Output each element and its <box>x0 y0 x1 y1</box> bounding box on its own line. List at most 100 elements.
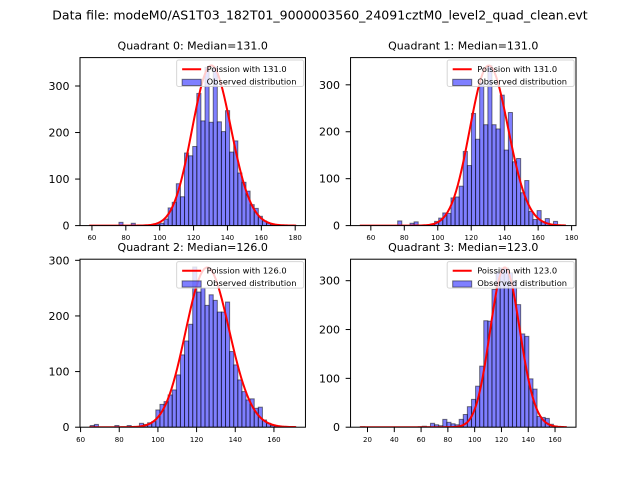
histogram-bar <box>175 374 181 428</box>
x-tick-label: 60 <box>87 234 96 242</box>
x-tick-label: 100 <box>153 234 166 242</box>
x-tick-label: 80 <box>115 436 124 444</box>
legend-box <box>176 261 305 289</box>
histogram-bar <box>204 66 210 226</box>
x-tick-label: 60 <box>417 436 426 444</box>
subplot-title: Quadrant 0: Median=131.0 <box>118 39 268 52</box>
histogram-bar <box>442 418 448 428</box>
histogram-bar <box>245 399 251 428</box>
legend-patch-swatch <box>452 78 473 87</box>
x-tick-label: 20 <box>363 436 372 444</box>
histogram-bar <box>208 121 214 226</box>
legend-label-poisson: Poission with 123.0 <box>477 266 557 276</box>
legend-label-poisson: Poission with 131.0 <box>207 64 287 74</box>
subplot-title: Quadrant 2: Median=126.0 <box>118 241 268 254</box>
histogram-bar <box>483 124 489 226</box>
x-tick-label: 180 <box>565 234 578 242</box>
subplot-quadrant-0: 60 80 100 120 140 160 180 0 100 200 300 Quadrant 0:… <box>49 39 306 242</box>
histogram-bar <box>503 267 509 428</box>
legend: Poission with 131.0 Observed distribution <box>446 59 575 87</box>
y-tick-label: 200 <box>319 324 340 337</box>
histogram-bar <box>179 354 186 428</box>
x-tick-label: 120 <box>495 436 508 444</box>
histogram-bar <box>503 149 509 226</box>
histogram-bar <box>499 94 505 226</box>
histogram-bar <box>216 121 222 226</box>
histogram-bar <box>200 120 206 226</box>
histogram-bar <box>167 394 173 428</box>
x-tick-label: 160 <box>267 436 280 444</box>
x-tick-label: 120 <box>190 436 203 444</box>
histogram-bar <box>470 112 477 226</box>
axes-frame <box>350 258 577 428</box>
y-tick-label: 0 <box>63 220 70 233</box>
x-tick-label: 100 <box>468 436 481 444</box>
legend-label-observed: Observed distribution <box>477 77 567 87</box>
poisson-curve <box>359 64 566 226</box>
histogram-bar <box>491 124 497 226</box>
histogram-bar <box>216 311 222 428</box>
histogram-bar <box>479 81 485 226</box>
y-tick-label: 100 <box>319 372 340 385</box>
legend-patch-swatch <box>452 280 473 288</box>
histogram-bar <box>225 110 231 226</box>
legend: Poission with 131.0 Observed distribution <box>176 59 305 87</box>
histogram-bar <box>237 379 243 428</box>
subplot-title: Quadrant 1: Median=131.0 <box>388 39 538 52</box>
y-axis: 0 100 200 300 <box>49 254 80 434</box>
x-tick-label: 160 <box>255 234 268 242</box>
y-tick-label: 300 <box>319 275 340 288</box>
legend-label-observed: Observed distribution <box>477 278 567 288</box>
subplot-title: Quadrant 3: Median=123.0 <box>388 241 538 254</box>
histogram-bar <box>532 219 538 226</box>
histogram-bar <box>466 165 472 226</box>
legend: Poission with 123.0 Observed distribution <box>446 261 575 289</box>
histogram-bar <box>552 220 559 226</box>
legend: Poission with 126.0 Observed distribution <box>176 261 305 289</box>
legend-label-observed: Observed distribution <box>207 278 297 288</box>
y-tick-label: 200 <box>49 127 70 140</box>
x-tick-label: 120 <box>187 234 200 242</box>
y-tick-label: 300 <box>49 254 70 267</box>
x-tick-label: 140 <box>522 436 535 444</box>
histogram-bar <box>192 145 198 226</box>
axes-frame <box>350 57 577 227</box>
x-tick-label: 160 <box>548 436 561 444</box>
histogram-bar <box>229 151 235 226</box>
axes-frame <box>79 258 306 428</box>
figure-suptitle: Data file: modeM0/AS1T03_182T01_90000035… <box>52 8 587 23</box>
histogram-bar <box>184 340 190 428</box>
x-tick-label: 80 <box>121 234 130 242</box>
axes-frame <box>79 57 306 227</box>
histogram-bar <box>499 267 505 428</box>
y-tick-label: 300 <box>49 80 70 93</box>
histogram-bar <box>188 155 194 226</box>
y-tick-label: 100 <box>49 366 70 379</box>
histogram-bar <box>413 221 419 226</box>
y-axis: 0 100 200 300 <box>319 275 351 434</box>
subplot-quadrant-1: 60 80 100 120 140 160 180 0 100 200 300 Quadrant 1:… <box>319 39 578 242</box>
y-tick-label: 100 <box>319 173 340 186</box>
histogram-bar <box>520 192 526 226</box>
x-tick-label: 180 <box>289 234 302 242</box>
y-axis: 0 100 200 300 <box>49 80 80 233</box>
histogram-bar <box>196 291 202 428</box>
subplot-quadrant-2: 60 80 100 120 140 160 0 100 200 300 Quadrant 2: Me… <box>49 241 306 444</box>
histogram-bar <box>458 185 464 226</box>
histogram-bar <box>212 66 218 226</box>
poisson-curve <box>89 64 297 226</box>
x-tick-label: 60 <box>76 436 85 444</box>
histogram-bar <box>475 138 481 226</box>
histogram-bar <box>93 423 99 428</box>
histogram-bar <box>220 131 227 226</box>
histogram-bar <box>179 196 186 226</box>
x-tick-label: 80 <box>443 436 452 444</box>
legend-label-observed: Observed distribution <box>207 77 297 87</box>
histogram-bars <box>397 65 563 226</box>
histogram-bar <box>495 128 501 226</box>
histogram-bar <box>171 389 177 428</box>
histogram-bar <box>397 220 403 226</box>
legend-label-poisson: Poission with 126.0 <box>207 266 287 276</box>
x-tick-label: 120 <box>465 234 478 242</box>
